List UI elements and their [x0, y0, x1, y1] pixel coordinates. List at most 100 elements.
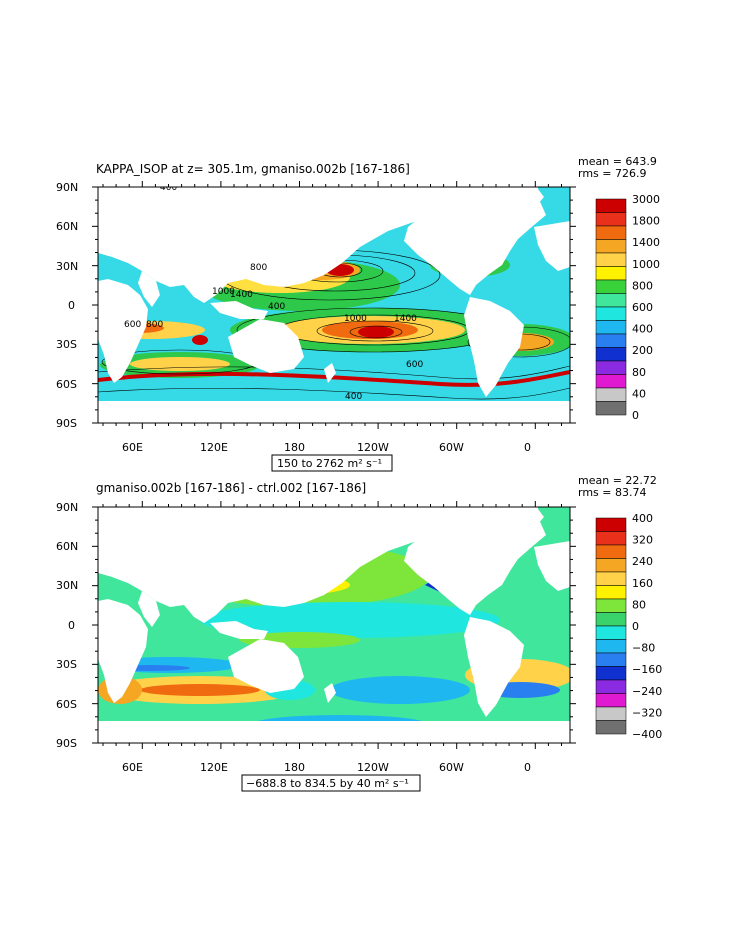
colorbar-swatch	[595, 612, 627, 627]
contour-label: 1000	[344, 314, 367, 324]
colorbar-swatch	[595, 293, 627, 308]
lon-tick-label: 0	[524, 761, 531, 774]
colorbar-label: 1400	[632, 236, 660, 249]
lat-tick-label: 60N	[56, 540, 78, 553]
colorbar-swatch	[595, 333, 627, 348]
lat-tick-label: 60N	[56, 220, 78, 233]
panel-b-range-box	[241, 774, 421, 792]
contour-label: 1400	[394, 314, 417, 324]
colorbar-label: 0	[632, 409, 639, 422]
contour-label: 800	[146, 320, 163, 330]
panel-a: KAPPA_ISOP at z= 305.1m, gmaniso.002b [1…	[56, 155, 660, 472]
lon-tick-label: 120E	[200, 441, 228, 454]
colorbar-label: −240	[632, 685, 662, 698]
lon-tick-label: 180	[284, 761, 305, 774]
lat-tick-label: 30N	[56, 579, 78, 592]
colorbar-swatch	[595, 598, 627, 613]
colorbar-swatch	[595, 387, 627, 402]
contour-label: 1400	[230, 290, 253, 300]
colorbar-swatch	[595, 320, 627, 335]
lat-tick-label: 30S	[56, 338, 77, 351]
colorbar-swatch	[595, 279, 627, 294]
colorbar-label: −80	[632, 642, 655, 655]
colorbar-label: 240	[632, 555, 653, 568]
colorbar-label: 160	[632, 577, 653, 590]
colorbar-swatch	[595, 639, 627, 654]
panel-a-map: 400 800 1000 1400 400 600 800 1000 1400 …	[98, 183, 570, 423]
panel-b-lat-labels: 90N 60N 30N 0 30S 60S 90S	[56, 501, 78, 750]
lat-tick-label: 0	[68, 299, 75, 312]
lat-tick-label: 30S	[56, 658, 77, 671]
contour-label: 600	[124, 320, 141, 330]
colorbar-label: 400	[632, 512, 653, 525]
colorbar-swatch	[595, 360, 627, 375]
colorbar-swatch	[595, 266, 627, 281]
colorbar-swatch	[595, 706, 627, 721]
panel-a-lat-labels: 90N 60N 30N 0 30S 60S 90S	[56, 181, 78, 430]
lon-tick-label: 60E	[122, 761, 143, 774]
lon-tick-label: 0	[524, 441, 531, 454]
panel-a-title: KAPPA_ISOP at z= 305.1m, gmaniso.002b [1…	[96, 162, 410, 176]
lat-tick-label: 90S	[56, 737, 77, 750]
lon-tick-label: 60E	[122, 441, 143, 454]
panel-b-colorbar: 400 320 240 160 80 0 −80 −160 −240 −320 −400	[595, 512, 662, 741]
colorbar-swatch	[595, 571, 627, 586]
lon-tick-label: 60W	[439, 441, 464, 454]
colorbar-swatch	[595, 212, 627, 227]
colorbar-label: −160	[632, 663, 662, 676]
lon-tick-label: 60W	[439, 761, 464, 774]
panel-a-rms: rms = 726.9	[578, 167, 646, 180]
colorbar-swatch	[595, 720, 627, 735]
lat-tick-label: 90N	[56, 181, 78, 194]
lon-tick-label: 120W	[357, 761, 389, 774]
colorbar-swatch	[595, 198, 627, 213]
panel-b: gmaniso.002b [167-186] - ctrl.002 [167-1…	[56, 474, 662, 792]
colorbar-swatch	[595, 239, 627, 254]
colorbar-swatch	[595, 693, 627, 708]
colorbar-label: 320	[632, 534, 653, 547]
colorbar-swatch	[595, 531, 627, 546]
colorbar-swatch	[595, 252, 627, 267]
lon-tick-label: 180	[284, 441, 305, 454]
colorbar-swatch	[595, 306, 627, 321]
colorbar-label: −320	[632, 706, 662, 719]
contour-label: 400	[345, 392, 362, 402]
lat-tick-label: 30N	[56, 260, 78, 273]
lat-tick-label: 60S	[56, 378, 77, 391]
contour-label: 400	[160, 183, 177, 193]
panel-a-lon-labels: 60E 120E 180 120W 60W 0	[122, 441, 531, 454]
colorbar-swatch	[595, 625, 627, 640]
lat-tick-label: 90N	[56, 501, 78, 514]
panel-b-map	[98, 507, 570, 743]
colorbar-label: 40	[632, 387, 646, 400]
colorbar-swatch	[595, 225, 627, 240]
colorbar-swatch	[595, 558, 627, 573]
colorbar-swatch	[595, 401, 627, 416]
colorbar-swatch	[595, 347, 627, 362]
lat-tick-label: 0	[68, 619, 75, 632]
colorbar-label: 800	[632, 279, 653, 292]
lat-tick-label: 60S	[56, 698, 77, 711]
contour-label: 400	[268, 302, 285, 312]
panel-b-title: gmaniso.002b [167-186] - ctrl.002 [167-1…	[96, 481, 366, 495]
colorbar-swatch	[595, 374, 627, 389]
colorbar-swatch	[595, 544, 627, 559]
lat-tick-label: 90S	[56, 417, 77, 430]
panel-a-range-box	[271, 454, 393, 472]
colorbar-swatch	[595, 585, 627, 600]
colorbar-swatch	[595, 679, 627, 694]
panel-b-lon-labels: 60E 120E 180 120W 60W 0	[122, 761, 531, 774]
lon-tick-label: 120E	[200, 761, 228, 774]
colorbar-label: 1800	[632, 215, 660, 228]
colorbar-label: 80	[632, 598, 646, 611]
colorbar-swatch	[595, 517, 627, 532]
colorbar-label: 200	[632, 344, 653, 357]
colorbar-swatch	[595, 652, 627, 667]
lon-tick-label: 120W	[357, 441, 389, 454]
panel-a-range-label: 150 to 2762 m² s⁻¹	[277, 457, 382, 470]
colorbar-label: 0	[632, 620, 639, 633]
panel-b-mean: mean = 22.72	[578, 474, 657, 487]
contour-label: 800	[250, 263, 267, 273]
